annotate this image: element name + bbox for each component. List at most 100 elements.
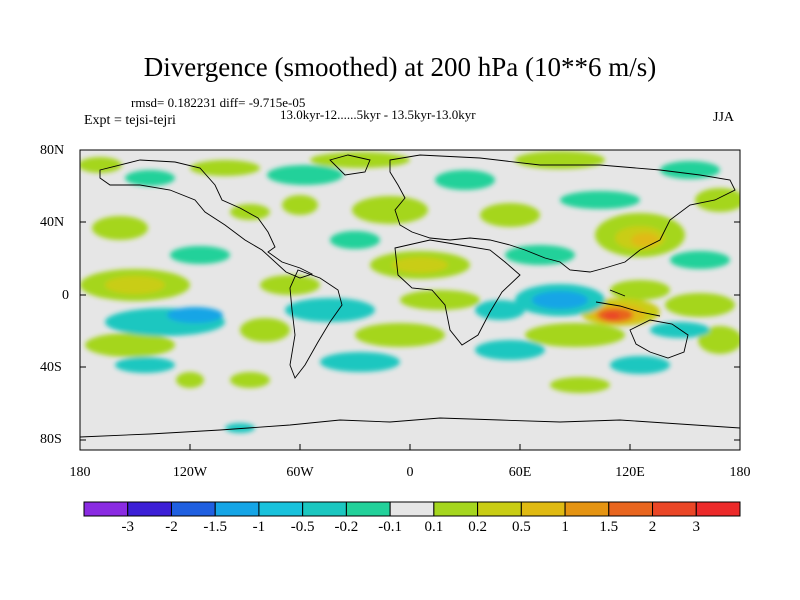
lat-label-eq: 0 [62, 288, 69, 303]
field-patch [660, 161, 720, 179]
colorbar-box [389, 501, 435, 517]
field-patch [515, 151, 605, 169]
field-patch [392, 257, 448, 273]
coastline-africa [394, 239, 521, 346]
field-patch [475, 300, 525, 320]
colorbar-label: 0.1 [424, 519, 444, 535]
field-patch [560, 191, 640, 209]
field-patch [480, 203, 540, 227]
field-patch [225, 423, 255, 433]
colorbar-label: -3 [121, 519, 134, 535]
lat-label-80s: 80S [40, 432, 62, 447]
experiment-label: Expt = tejsi-tejri [84, 113, 176, 128]
coastline-eurasia [389, 154, 736, 273]
field-patch [532, 291, 588, 309]
field-patch [240, 318, 290, 342]
lat-label-40n: 40N [40, 215, 65, 230]
lon-ticks [189, 444, 631, 450]
field-patch [525, 323, 625, 347]
lat-label-80n: 80N [40, 143, 65, 158]
figure-title: Divergence (smoothed) at 200 hPa (10**6 … [143, 52, 657, 82]
colorbar-box [214, 501, 260, 517]
field-patch [176, 372, 204, 388]
coastlines [80, 154, 740, 438]
coastline-australia [629, 319, 689, 359]
field-patch [310, 152, 410, 168]
field-patch [260, 275, 320, 295]
lat-label-40s: 40S [40, 360, 62, 375]
field-patch [85, 333, 175, 357]
field-patch [170, 246, 230, 264]
lon-label-0: 0 [406, 465, 414, 480]
field-patch [330, 231, 380, 249]
coastline-north-america [99, 159, 314, 279]
field-patch [285, 298, 375, 322]
field-patch [167, 307, 223, 323]
field-patch [604, 312, 620, 320]
colorbar-box [170, 501, 216, 517]
lon-label-60w: 60W [286, 465, 314, 480]
field-patch [80, 157, 122, 173]
field-patch [631, 233, 659, 247]
colorbar-label: 1.5 [599, 519, 619, 535]
colorbar-box [345, 501, 391, 517]
colorbar-label: 3 [692, 519, 701, 535]
field-patch [230, 372, 270, 388]
lon-label-120w: 120W [172, 465, 208, 480]
field-patch [610, 356, 670, 374]
field-patch [190, 160, 260, 176]
field-patch [352, 196, 428, 224]
colorbar-box [433, 501, 479, 517]
field-patch [550, 377, 610, 393]
field-patch [695, 188, 740, 212]
field-patch [698, 326, 740, 354]
field-patch [400, 290, 480, 310]
field-patch [282, 195, 318, 215]
lon-label-60e: 60E [508, 465, 532, 480]
colorbar-label: -0.5 [290, 519, 315, 535]
field-patch [505, 245, 575, 265]
colorbar-box [477, 501, 522, 517]
lon-label-120e: 120E [615, 465, 645, 480]
field-patch [92, 216, 148, 240]
colorbar-box [83, 501, 129, 517]
field-patch [435, 170, 495, 190]
field-patch [665, 293, 735, 317]
divergence-field [80, 151, 740, 438]
colorbar-label: 1 [561, 519, 569, 535]
colorbar-box [127, 501, 172, 517]
colorbar-box [695, 501, 741, 517]
coastline-antarctica [80, 417, 740, 438]
lon-label-180w: 180 [69, 465, 91, 480]
colorbar-box [520, 501, 566, 517]
field-patch [355, 323, 445, 347]
colorbar-label: 0.2 [468, 519, 487, 535]
coastline-south-america [289, 269, 343, 379]
colorbar-label: 2 [648, 519, 657, 535]
field-patch [475, 340, 545, 360]
colorbar-box [302, 501, 347, 517]
lon-label-180e: 180 [729, 465, 751, 480]
field-patch [670, 251, 730, 269]
field-patch [105, 276, 165, 294]
colorbar-label: -2 [165, 519, 178, 535]
rmsd-diff-stats: rmsd= 0.182231 diff= -9.715e-05 [131, 95, 306, 110]
field-patch [125, 170, 175, 186]
colorbar-label: -0.2 [334, 519, 359, 535]
colorbar-label: 0.5 [511, 519, 531, 535]
colorbar-box [652, 501, 697, 517]
field-patch [267, 165, 343, 185]
colorbar-box [258, 501, 304, 517]
time-period-label: 13.0kyr-12......5kyr - 13.5kyr-13.0kyr [280, 107, 476, 122]
coastline-greenland [329, 154, 371, 176]
colorbar-label: -1 [252, 519, 266, 535]
colorbar-label: -0.1 [378, 519, 402, 535]
field-patch [610, 280, 670, 300]
colorbar [83, 501, 741, 517]
colorbar-label: -1.5 [203, 519, 228, 535]
coastline-maritime-continent [595, 289, 661, 317]
season-label: JJA [713, 110, 735, 125]
colorbar-box [564, 501, 610, 517]
field-patch [115, 357, 175, 373]
lat-ticks [80, 149, 740, 441]
